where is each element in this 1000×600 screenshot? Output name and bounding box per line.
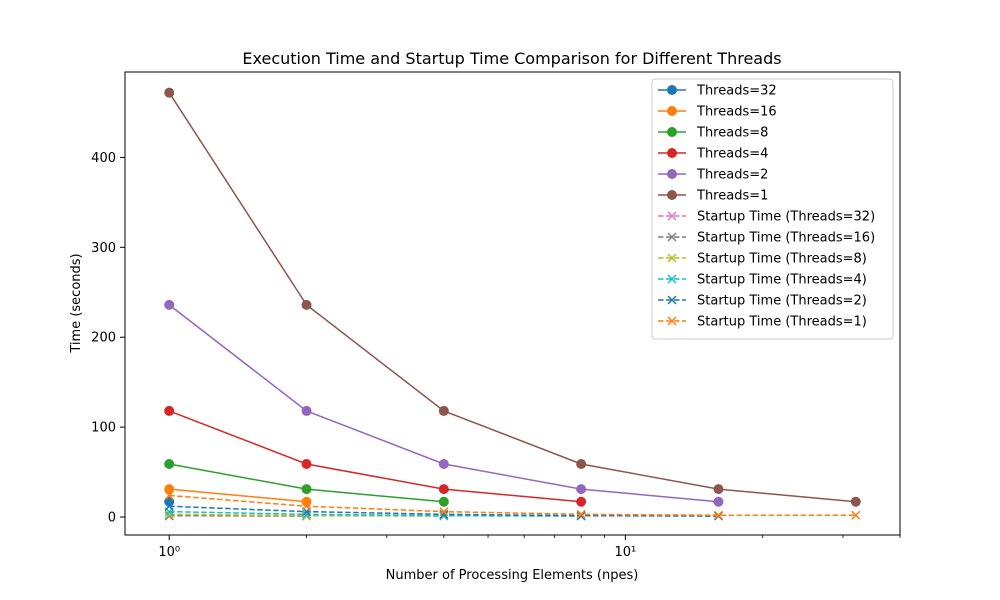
legend-marker — [667, 148, 677, 158]
data-point — [576, 484, 587, 495]
data-point — [713, 496, 724, 507]
data-point — [301, 405, 312, 416]
data-point — [439, 507, 449, 517]
legend-label: Threads=32 — [696, 84, 777, 99]
series-line — [169, 463, 444, 503]
data-point — [439, 511, 449, 521]
legend-marker — [667, 211, 677, 221]
chart-title: Execution Time and Startup Time Comparis… — [242, 49, 781, 68]
x-axis-label: Number of Processing Elements (npes) — [386, 568, 639, 583]
data-point — [576, 458, 587, 469]
legend-marker — [667, 253, 677, 263]
legend-label: Startup Time (Threads=8) — [697, 252, 867, 267]
legend-item: Startup Time (Threads=8) — [658, 252, 867, 267]
data-point — [164, 299, 175, 310]
x-tick-label: 10⁰ — [158, 545, 180, 560]
legend-label: Startup Time (Threads=1) — [697, 315, 867, 330]
data-point — [164, 458, 175, 469]
legend-item: Threads=16 — [658, 105, 777, 120]
legend-item: Startup Time (Threads=32) — [658, 210, 875, 225]
series-4 — [164, 299, 724, 507]
axes: 0 100 200 300 400 10⁰ 10¹ — [91, 151, 901, 560]
series-line — [169, 510, 582, 517]
series-line — [169, 488, 307, 503]
series-line — [168, 92, 856, 503]
data-point — [164, 501, 174, 511]
legend-item: Startup Time (Threads=4) — [658, 273, 867, 288]
series-2 — [164, 458, 449, 507]
legend-item: Startup Time (Threads=2) — [658, 294, 867, 309]
series-line — [168, 410, 582, 503]
data-point — [438, 458, 449, 469]
y-tick-label: 0 — [108, 511, 116, 526]
data-point — [438, 484, 449, 495]
legend-label: Threads=16 — [696, 105, 777, 120]
data-point — [164, 484, 175, 495]
legend-marker — [667, 190, 677, 200]
legend-label: Startup Time (Threads=2) — [697, 294, 867, 309]
data-point — [576, 509, 586, 519]
data-point — [301, 501, 312, 511]
data-point — [301, 299, 312, 310]
plot-area — [164, 87, 861, 521]
data-point — [438, 405, 449, 416]
legend-marker — [667, 106, 677, 116]
legend: Threads=32 Threads=16 Threads=8 Threads=4 Th… — [651, 78, 894, 340]
legend-box — [651, 78, 894, 340]
data-point — [164, 511, 174, 521]
legend-item: Startup Time (Threads=16) — [658, 231, 875, 246]
data-point — [164, 405, 175, 416]
data-point — [301, 458, 312, 469]
data-point — [164, 490, 174, 500]
legend-label: Threads=8 — [696, 126, 768, 141]
legend-marker — [667, 169, 677, 179]
data-point — [301, 496, 312, 507]
series-5 — [164, 87, 861, 507]
legend-label: Threads=1 — [696, 189, 768, 204]
legend-label: Threads=2 — [696, 168, 768, 183]
y-tick-label: 100 — [91, 421, 116, 436]
data-point — [850, 496, 861, 507]
data-point — [576, 496, 587, 507]
legend-label: Startup Time (Threads=32) — [697, 210, 875, 225]
y-tick-label: 400 — [91, 151, 116, 166]
series-11 — [164, 490, 861, 520]
legend-label: Startup Time (Threads=4) — [697, 273, 867, 288]
data-point — [438, 496, 449, 507]
data-point — [576, 511, 586, 521]
legend-marker — [667, 274, 677, 284]
data-point — [713, 510, 724, 520]
series-line — [168, 304, 719, 503]
legend-marker — [667, 127, 677, 137]
legend-item: Threads=8 — [658, 126, 768, 141]
series-1 — [164, 484, 312, 507]
series-3 — [164, 405, 587, 507]
legend-marker — [667, 232, 677, 242]
data-point — [713, 484, 724, 495]
y-tick-label: 200 — [91, 331, 116, 346]
legend-item: Threads=4 — [658, 147, 768, 162]
legend-marker — [667, 295, 677, 305]
legend-item: Threads=32 — [658, 84, 777, 99]
x-tick-label: 10¹ — [614, 545, 636, 560]
data-point — [851, 510, 861, 520]
legend-label: Threads=4 — [696, 147, 768, 162]
data-point — [164, 87, 175, 98]
legend-item: Threads=1 — [658, 189, 768, 204]
legend-item: Startup Time (Threads=1) — [658, 315, 867, 330]
plot-frame — [124, 71, 901, 536]
legend-marker — [667, 85, 677, 95]
y-axis-label: Time (seconds) — [69, 253, 84, 353]
legend-item: Threads=2 — [658, 168, 768, 183]
legend-label: Startup Time (Threads=16) — [697, 231, 875, 246]
series-line — [169, 494, 856, 516]
data-point — [301, 484, 312, 495]
y-tick-label: 300 — [91, 241, 116, 256]
data-point — [301, 511, 312, 521]
legend-marker — [667, 316, 677, 326]
